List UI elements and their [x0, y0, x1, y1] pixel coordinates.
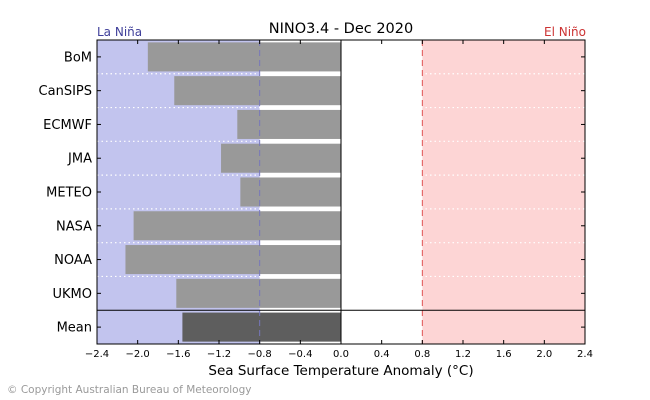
category-label: UKMO — [53, 287, 93, 302]
x-tick-label: −1.6 — [166, 349, 190, 360]
bar-noaa — [125, 245, 341, 275]
category-label: ECMWF — [43, 118, 92, 133]
bar-nasa — [133, 211, 341, 241]
category-label: NOAA — [54, 253, 92, 268]
x-tick-label: −0.4 — [288, 349, 312, 360]
x-tick-label: −2.0 — [126, 349, 150, 360]
category-label: BoM — [64, 50, 92, 65]
x-axis-label: Sea Surface Temperature Anomaly (°C) — [208, 363, 473, 379]
bar-bom — [147, 42, 341, 72]
category-label: CanSIPS — [39, 84, 92, 99]
threshold-lines-layer — [259, 40, 423, 344]
bars-layer — [97, 42, 585, 342]
category-label: Mean — [57, 321, 92, 336]
category-label: JMA — [67, 152, 92, 167]
el-nino-region — [422, 40, 585, 344]
x-tick-label: −1.2 — [207, 349, 231, 360]
x-tick-label: 1.6 — [496, 349, 512, 360]
x-tick-label: 0.8 — [414, 349, 430, 360]
x-tick-label: 2.4 — [577, 349, 593, 360]
x-tick-label: 2.0 — [536, 349, 552, 360]
x-tick-label: −2.4 — [85, 349, 109, 360]
category-label: NASA — [56, 219, 92, 234]
el-nino-label: El Niño — [544, 25, 586, 39]
bar-ukmo — [176, 278, 341, 308]
bar-mean — [182, 312, 341, 342]
bar-meteo — [240, 177, 341, 207]
la-nina-label: La Niña — [97, 25, 142, 39]
x-tick-label: 0.4 — [374, 349, 390, 360]
axis-ticks-layer: −2.4 −2.0 −1.6 −1.2 −0.8 −0.4 0.0 0.4 0.8 1.2 1.6 2… — [85, 40, 593, 360]
labels-layer: BoM CanSIPS ECMWF JMA METEO NASA NOAA UKMO Mean — [39, 50, 93, 335]
x-tick-label: −0.8 — [248, 349, 272, 360]
copyright-credit: © Copyright Australian Bureau of Meteoro… — [7, 384, 252, 396]
bar-jma — [221, 143, 341, 173]
bar-ecmwf — [237, 109, 341, 139]
category-label: METEO — [46, 186, 92, 201]
bar-cansips — [174, 76, 341, 106]
x-tick-label: 0.0 — [333, 349, 349, 360]
chart-title: NINO3.4 - Dec 2020 — [269, 21, 413, 37]
x-tick-label: 1.2 — [455, 349, 471, 360]
